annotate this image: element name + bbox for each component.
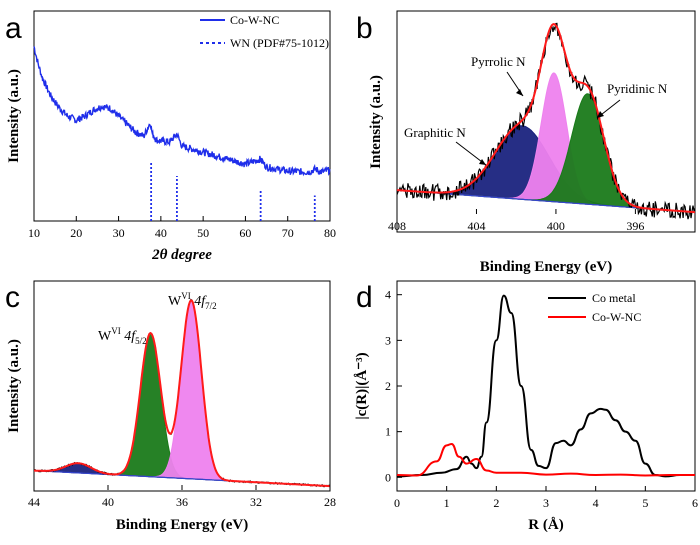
x-tick-label-a: 80 — [324, 226, 336, 240]
x-tick-label-c: 36 — [176, 495, 188, 509]
legend-label-co-metal: Co metal — [592, 291, 636, 305]
x-ticks-a: 10 20 30 40 50 60 70 80 — [28, 216, 336, 240]
x-tick-label-d: 1 — [444, 496, 450, 510]
x-tick-label-d: 3 — [543, 496, 549, 510]
x-tick-label-a: 20 — [70, 226, 82, 240]
panel-label-b: b — [356, 12, 373, 45]
annotation-w-4f52: WVI 4f5/2 — [98, 326, 147, 346]
panel-label-c: c — [5, 281, 20, 314]
x-tick-label-c: 28 — [324, 495, 336, 509]
series-lines-d — [396, 294, 695, 478]
x-tick-label-a: 40 — [155, 226, 167, 240]
x-ticks-d: 0 1 2 3 4 5 6 — [394, 486, 698, 510]
x-ticks-c: 44 40 36 32 28 — [28, 485, 336, 509]
x-axis-title-c: Binding Energy (eV) — [116, 517, 249, 533]
y-axis-title-d: |c(R)|(Å⁻³) — [354, 352, 370, 419]
fit-envelope-c — [34, 299, 330, 488]
panel-label-d: d — [356, 281, 373, 314]
y-tick-label-d: 0 — [385, 470, 391, 484]
y-ticks-d: 0 1 2 3 4 — [385, 288, 402, 484]
x-tick-label-b: 404 — [467, 219, 485, 233]
x-tick-label-a: 30 — [113, 226, 125, 240]
y-tick-label-d: 2 — [385, 379, 391, 393]
x-tick-label-d: 5 — [642, 496, 648, 510]
x-tick-label-d: 4 — [593, 496, 599, 510]
x-tick-label-a: 50 — [197, 226, 209, 240]
panel-a: a 10 20 30 40 50 60 70 80 2θ degree Intensity (… — [5, 10, 336, 263]
x-tick-label-a: 60 — [239, 226, 251, 240]
series-line-co-w-nc — [396, 442, 695, 477]
panel-c: c 44 40 36 32 28 Binding Energy (eV) Intensi… — [5, 280, 336, 533]
legend-label-co-w-nc-d: Co-W-NC — [592, 310, 641, 324]
plot-frame-a — [33, 10, 331, 222]
plot-frame-c — [33, 280, 331, 492]
y-axis-title-b: Intensity (a.u.) — [368, 75, 384, 169]
arrowhead-graphitic-n — [479, 159, 486, 165]
legend-label-co-w-nc: Co-W-NC — [230, 13, 279, 27]
peak-w-4f7-2 — [33, 299, 330, 487]
annotation-w-4f72: WVI 4f7/2 — [168, 291, 217, 311]
series-line-co-metal — [396, 294, 695, 478]
legend-label-wn: WN (PDF#75-1012) — [230, 36, 329, 50]
panel-b: b 408 404 400 396 Binding Energy (eV) Inten… — [356, 10, 696, 275]
arrowhead-pyrrolic-n — [516, 89, 523, 96]
annotation-graphitic-n: Graphitic N — [404, 125, 466, 140]
series-line-co-w-nc — [33, 46, 331, 177]
x-tick-label-b: 408 — [388, 219, 406, 233]
x-tick-label-b: 400 — [547, 219, 565, 233]
peaks-c — [33, 299, 330, 487]
y-tick-label-d: 3 — [385, 333, 391, 347]
panel-label-a: a — [5, 12, 22, 45]
x-tick-label-d: 6 — [692, 496, 698, 510]
x-tick-label-c: 40 — [102, 495, 114, 509]
x-axis-title-a: 2θ degree — [151, 247, 212, 263]
annotation-pyrrolic-n: Pyrrolic N — [471, 54, 526, 69]
y-tick-label-d: 1 — [385, 425, 391, 439]
x-tick-label-b: 396 — [626, 219, 644, 233]
x-tick-label-a: 70 — [282, 226, 294, 240]
reference-lines-a — [150, 161, 316, 221]
x-tick-label-c: 44 — [28, 495, 40, 509]
plot-frame-d — [396, 280, 696, 492]
annotation-pyridinic-n: Pyridinic N — [607, 81, 668, 96]
x-tick-label-d: 2 — [493, 496, 499, 510]
x-tick-label-c: 32 — [250, 495, 262, 509]
panel-d: d 0 1 2 3 4 5 6 0 1 2 3 4 R (Å) |c(R)|(Å⁻³) Co met… — [354, 280, 698, 533]
x-tick-label-a: 10 — [28, 226, 40, 240]
arrowhead-pyridinic-n — [597, 111, 604, 118]
x-ticks-b: 408 404 400 396 — [388, 209, 644, 233]
x-axis-title-d: R (Å) — [528, 517, 563, 533]
fit-envelope-b — [396, 23, 696, 214]
plot-frame-b — [396, 10, 696, 233]
x-axis-title-b: Binding Energy (eV) — [480, 259, 613, 275]
y-tick-label-d: 4 — [385, 288, 391, 302]
y-axis-title-c: Intensity (a.u.) — [6, 339, 22, 433]
y-axis-title-a: Intensity (a.u.) — [6, 69, 22, 163]
x-tick-label-d: 0 — [394, 496, 400, 510]
